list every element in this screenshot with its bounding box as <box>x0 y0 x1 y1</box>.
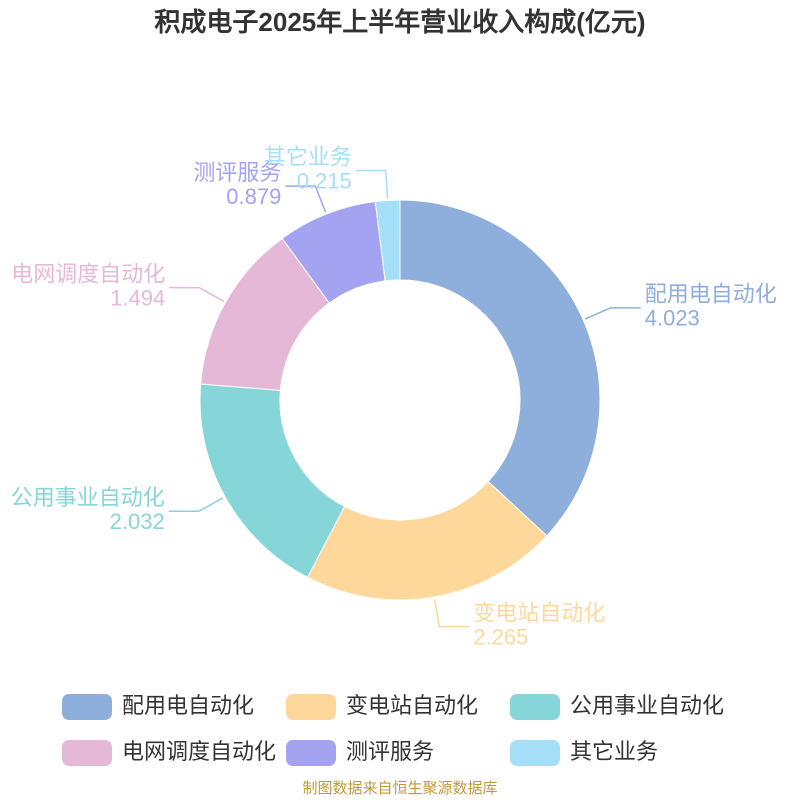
slice-label: 测评服务 <box>193 160 281 185</box>
slice-label: 公用事业自动化 <box>11 485 165 510</box>
legend-swatch <box>510 694 560 720</box>
legend-label: 配用电自动化 <box>122 693 254 718</box>
legend-label: 测评服务 <box>346 739 434 764</box>
slice-label: 变电站自动化 <box>473 600 605 625</box>
slice-value: 0.879 <box>226 184 281 209</box>
donut-slice <box>199 383 346 579</box>
donut-slice <box>374 199 401 282</box>
legend-swatch <box>286 740 336 766</box>
leader-line <box>285 185 327 213</box>
legend-label: 变电站自动化 <box>346 693 478 718</box>
leader-line <box>355 169 389 199</box>
slice-label: 其它业务 <box>264 144 352 169</box>
slice-label: 电网调度自动化 <box>11 261 165 286</box>
legend-label: 电网调度自动化 <box>122 739 276 764</box>
legend-label: 公用事业自动化 <box>570 693 724 718</box>
slice-value: 0.215 <box>297 168 352 193</box>
donut-slice <box>306 480 548 601</box>
slice-label: 配用电自动化 <box>645 282 777 307</box>
leader-line <box>433 598 470 628</box>
legend-swatch <box>62 694 112 720</box>
legend-swatch <box>510 740 560 766</box>
source-note: 制图数据来自恒生聚源数据库 <box>302 780 497 797</box>
leader-line <box>584 307 641 320</box>
slice-value: 4.023 <box>645 306 700 331</box>
legend-swatch <box>62 740 112 766</box>
slice-value: 2.032 <box>110 509 165 534</box>
leader-line <box>168 497 224 513</box>
donut-slice <box>399 199 601 537</box>
slice-value: 2.265 <box>473 624 528 649</box>
chart-title: 积成电子2025年上半年营业收入构成(亿元) <box>154 7 645 37</box>
leader-line <box>169 286 225 302</box>
legend-swatch <box>286 694 336 720</box>
legend-label: 其它业务 <box>570 739 658 764</box>
slice-value: 1.494 <box>110 285 165 310</box>
